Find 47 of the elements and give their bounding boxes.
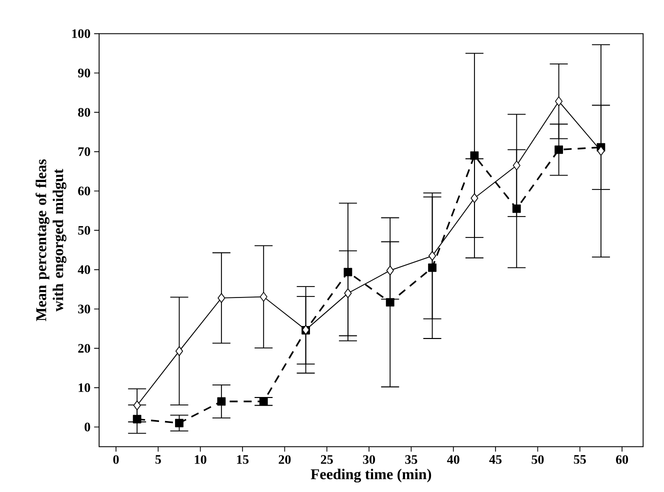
point: [470, 193, 478, 203]
y-axis-title: Mean percentage of fleas with engorged midgut: [36, 159, 66, 322]
point: [217, 397, 226, 406]
x-tick-label: 15: [237, 455, 249, 464]
y-tick-label: 80: [78, 108, 90, 117]
y-tick-label: 60: [78, 186, 90, 196]
x-tick-label: 60: [616, 455, 628, 464]
point: [344, 268, 352, 276]
x-tick-label: 10: [194, 455, 206, 464]
point: [554, 146, 563, 154]
point: [386, 298, 394, 307]
y-tick-label: 100: [72, 29, 90, 38]
x-tick-label: 25: [320, 455, 333, 464]
point: [344, 288, 352, 298]
point: [218, 293, 226, 303]
y-tick-label: 30: [78, 304, 90, 314]
x-tick-label: 50: [532, 455, 544, 464]
x-axis-title: Feeding time (min): [310, 468, 432, 482]
point: [428, 251, 436, 261]
point: [428, 264, 436, 272]
x-tick-label: 20: [278, 455, 291, 464]
point: [555, 96, 563, 106]
x-tick-label: 0: [113, 455, 119, 464]
x-tick-label: 5: [155, 455, 161, 464]
point: [597, 146, 605, 156]
x-tick-label: 55: [574, 455, 586, 464]
y-tick-label: 50: [78, 226, 90, 235]
point: [259, 397, 268, 406]
point: [132, 414, 142, 424]
x-tick-label: 45: [489, 455, 502, 464]
x-tick-label: 30: [363, 455, 376, 464]
point: [175, 418, 184, 428]
y-tick-label: 20: [78, 344, 90, 353]
point: [470, 151, 479, 160]
point: [260, 292, 268, 302]
x-tick-label: 40: [447, 455, 460, 464]
y-tick-label: 90: [78, 68, 90, 78]
y-tick-label: 10: [78, 383, 90, 392]
y-tick-label: 40: [78, 265, 90, 274]
x-tick-label: 35: [405, 455, 418, 464]
y-tick-label: 0: [84, 422, 90, 432]
point: [133, 400, 141, 410]
y-tick-label: 70: [78, 147, 90, 156]
point: [512, 204, 521, 213]
point: [175, 346, 184, 356]
point: [386, 266, 394, 276]
point: [512, 160, 520, 170]
